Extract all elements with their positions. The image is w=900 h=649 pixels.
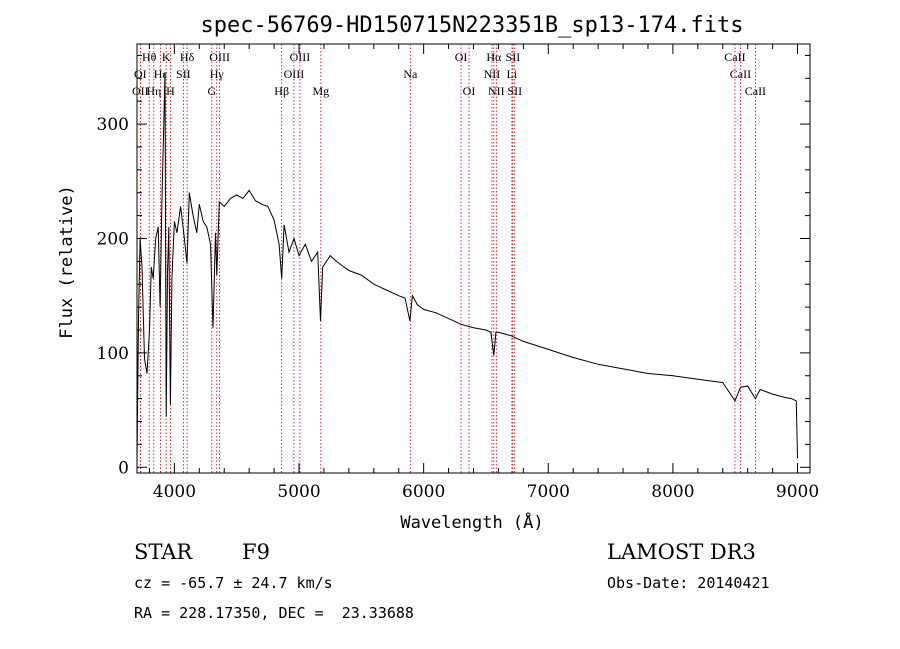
y-tick-label: 300: [97, 115, 129, 135]
y-axis: 0 100 200 300: [97, 54, 810, 478]
spectral-line-label: Na: [403, 67, 418, 81]
y-axis-label: Flux (relative): [57, 185, 77, 339]
flux-series-line: [136, 72, 798, 466]
spectral-line-label: OIII: [209, 50, 230, 64]
spectral-line-label: Mg: [312, 84, 329, 98]
x-axis-label: Wavelength (Å): [400, 511, 543, 533]
x-axis: 4000 5000 6000 7000 8000 9000: [148, 44, 819, 502]
y-tick-label: 0: [118, 458, 129, 478]
spectral-line-label: OII: [132, 84, 149, 98]
x-tick-label: 9000: [776, 482, 819, 502]
observation-date: Obs-Date: 20140421: [607, 574, 770, 592]
spectral-line-label: OI: [134, 67, 147, 81]
spectral-line-label: K: [162, 50, 171, 64]
plot-frame: [136, 43, 811, 474]
spectral-line-label: H: [166, 84, 175, 98]
spectral-line-label: Hε: [154, 67, 168, 81]
spectral-line-label: Li: [507, 67, 518, 81]
y-tick-label: 100: [97, 344, 129, 364]
object-class: STAR: [134, 540, 193, 564]
spectral-line-label: Hδ: [180, 50, 195, 64]
redshift-velocity: cz = -65.7 ± 24.7 km/s: [134, 574, 333, 592]
spectral-line-label: OIII: [284, 67, 305, 81]
spectral-line-label: Hα: [486, 50, 502, 64]
spectral-line-label: NII: [484, 67, 501, 81]
x-tick-label: 8000: [651, 482, 694, 502]
coordinates: RA = 228.17350, DEC = 23.33688: [134, 604, 414, 622]
survey-name: LAMOST DR3: [607, 540, 756, 564]
spectral-line-label: Hβ: [274, 84, 289, 98]
x-tick-label: 7000: [527, 482, 570, 502]
spectral-line-labels: Hθ K Hδ OIII OIII OI Hα SII CaII OI Hε SII Hγ OIII Na N…: [132, 50, 766, 98]
x-tick-label: 6000: [402, 482, 445, 502]
spectral-line-label: CaII: [724, 50, 745, 64]
spectral-line-label: CaII: [730, 67, 751, 81]
spectral-line-label: SII: [507, 84, 522, 98]
spectral-line-markers: [139, 44, 756, 473]
spectral-line-label: SII: [176, 67, 191, 81]
object-subclass: F9: [242, 540, 270, 564]
spectral-line-label: Hη: [146, 84, 161, 98]
spectral-line-label: OIII: [290, 50, 311, 64]
spectral-line-label: OI: [463, 84, 476, 98]
x-tick-label: 4000: [153, 482, 196, 502]
spectral-line-label: OI: [455, 50, 468, 64]
spectral-line-label: SII: [506, 50, 521, 64]
spectral-line-label: G: [207, 84, 216, 98]
y-tick-label: 200: [97, 229, 129, 249]
spectral-line-label: NII: [488, 84, 505, 98]
x-tick-label: 5000: [277, 482, 320, 502]
spectrum-chart: spec-56769-HD150715N223351B_sp13-174.fit…: [57, 13, 819, 533]
spectral-line-label: Hγ: [210, 67, 225, 81]
spectral-line-label: Hθ: [142, 50, 157, 64]
chart-title: spec-56769-HD150715N223351B_sp13-174.fit…: [200, 13, 743, 38]
spectral-line-label: CaII: [745, 84, 766, 98]
